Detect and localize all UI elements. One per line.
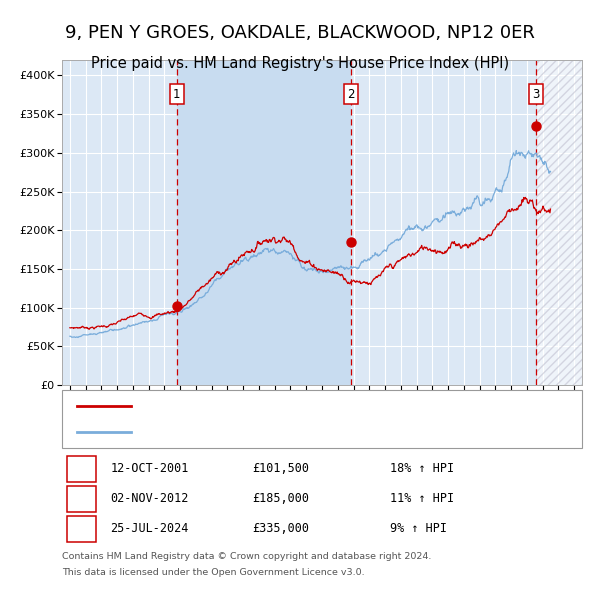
Bar xyxy=(177,60,351,385)
Text: 11% ↑ HPI: 11% ↑ HPI xyxy=(390,493,454,506)
Text: This data is licensed under the Open Government Licence v3.0.: This data is licensed under the Open Gov… xyxy=(62,568,365,577)
Text: 9% ↑ HPI: 9% ↑ HPI xyxy=(390,523,447,536)
Text: 18% ↑ HPI: 18% ↑ HPI xyxy=(390,463,454,476)
Text: 1: 1 xyxy=(77,463,85,476)
Text: 1: 1 xyxy=(173,88,181,101)
Text: £185,000: £185,000 xyxy=(252,493,309,506)
Text: 3: 3 xyxy=(77,523,85,536)
Text: Contains HM Land Registry data © Crown copyright and database right 2024.: Contains HM Land Registry data © Crown c… xyxy=(62,552,431,561)
Text: 25-JUL-2024: 25-JUL-2024 xyxy=(110,523,189,536)
Text: HPI: Average price, detached house, Caerphilly: HPI: Average price, detached house, Caer… xyxy=(138,427,395,437)
Text: Price paid vs. HM Land Registry's House Price Index (HPI): Price paid vs. HM Land Registry's House … xyxy=(91,56,509,71)
Text: 9, PEN Y GROES, OAKDALE, BLACKWOOD, NP12 0ER: 9, PEN Y GROES, OAKDALE, BLACKWOOD, NP12… xyxy=(65,24,535,42)
Text: 02-NOV-2012: 02-NOV-2012 xyxy=(110,493,189,506)
Text: 12-OCT-2001: 12-OCT-2001 xyxy=(110,463,189,476)
Text: 3: 3 xyxy=(532,88,539,101)
Bar xyxy=(536,60,582,385)
Text: £335,000: £335,000 xyxy=(252,523,309,536)
Text: 2: 2 xyxy=(347,88,355,101)
Text: £101,500: £101,500 xyxy=(252,463,309,476)
Text: 9, PEN Y GROES, OAKDALE, BLACKWOOD, NP12 0ER (detached house): 9, PEN Y GROES, OAKDALE, BLACKWOOD, NP12… xyxy=(138,401,523,411)
Text: 2: 2 xyxy=(77,493,85,506)
